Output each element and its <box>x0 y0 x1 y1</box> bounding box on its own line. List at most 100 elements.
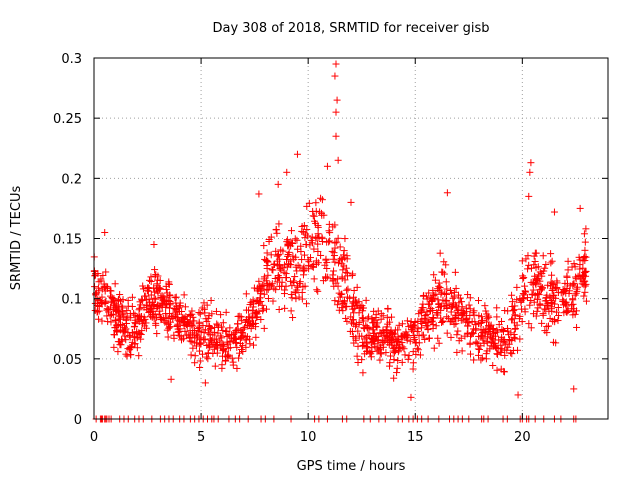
data-point <box>458 303 466 311</box>
data-point <box>156 307 164 315</box>
data-point <box>312 199 320 207</box>
data-point <box>219 327 227 335</box>
data-point <box>176 299 184 307</box>
data-point <box>572 289 580 297</box>
data-point <box>218 352 226 360</box>
data-point <box>201 336 209 344</box>
data-point <box>264 282 272 290</box>
data-point <box>111 316 119 324</box>
data-point <box>390 374 398 382</box>
data-point <box>196 357 204 365</box>
data-point <box>260 242 268 250</box>
data-point <box>547 303 555 311</box>
data-point <box>443 313 451 321</box>
data-point <box>246 335 254 343</box>
data-point <box>223 353 231 361</box>
x-tick-label: 20 <box>514 430 531 445</box>
data-point <box>348 328 356 336</box>
data-point <box>153 303 161 311</box>
data-point <box>377 350 385 358</box>
data-point <box>272 225 280 233</box>
data-point <box>214 329 222 337</box>
data-point <box>186 334 194 342</box>
data-point <box>120 313 128 321</box>
data-point <box>280 261 288 269</box>
data-point <box>153 330 161 338</box>
data-point <box>236 349 244 357</box>
peak-point <box>255 190 263 198</box>
data-point <box>278 278 286 286</box>
data-point <box>453 331 461 339</box>
data-point <box>145 301 153 309</box>
data-point <box>343 269 351 277</box>
data-point <box>352 320 360 328</box>
tick-labels: 0 5 10 15 20 0 0.05 0.1 0.15 0.2 0.25 0.3 <box>53 52 531 445</box>
data-point <box>328 247 336 255</box>
data-point <box>151 272 159 280</box>
data-point <box>287 227 295 235</box>
data-point <box>253 285 261 293</box>
data-point <box>374 307 382 315</box>
data-point <box>132 320 140 328</box>
y-tick-label: 0.3 <box>61 52 82 67</box>
data-point <box>314 247 322 255</box>
data-point <box>528 291 536 299</box>
data-point <box>364 344 372 352</box>
data-point <box>150 284 158 292</box>
data-point <box>315 233 323 241</box>
data-point <box>463 315 471 323</box>
data-point <box>310 260 318 268</box>
data-point <box>362 296 370 304</box>
data-point <box>421 335 429 343</box>
data-point <box>151 288 159 296</box>
data-point <box>428 297 436 305</box>
data-point <box>135 312 143 320</box>
data-point <box>260 305 268 313</box>
data-point <box>283 236 291 244</box>
data-point <box>284 260 292 268</box>
data-point <box>149 305 157 313</box>
data-point <box>95 307 103 315</box>
data-point <box>396 343 404 351</box>
data-point <box>118 302 126 310</box>
data-point <box>418 306 426 314</box>
data-point <box>443 285 451 293</box>
data-point <box>109 297 117 305</box>
data-point <box>447 333 455 341</box>
data-point <box>205 312 213 320</box>
data-point <box>444 314 452 322</box>
data-point <box>564 266 572 274</box>
data-point <box>110 343 118 351</box>
data-point <box>433 309 441 317</box>
data-point <box>394 357 402 365</box>
data-point <box>95 278 103 286</box>
data-point <box>279 247 287 255</box>
data-point <box>204 349 212 357</box>
data-point <box>248 320 256 328</box>
peak-point <box>570 385 578 393</box>
data-point <box>213 320 221 328</box>
data-point <box>329 223 337 231</box>
peak-point <box>514 391 522 399</box>
data-point <box>517 305 525 313</box>
data-point <box>126 344 134 352</box>
data-point <box>515 315 523 323</box>
data-point <box>487 325 495 333</box>
data-point <box>459 312 467 320</box>
data-point <box>289 240 297 248</box>
peak-point <box>332 132 340 140</box>
data-point <box>358 356 366 364</box>
data-point <box>355 332 363 340</box>
data-point <box>253 310 261 318</box>
data-point <box>130 323 138 331</box>
data-point <box>188 338 196 346</box>
data-point <box>295 293 303 301</box>
data-point <box>107 298 115 306</box>
data-point <box>563 302 571 310</box>
data-point <box>336 256 344 264</box>
data-point <box>270 260 278 268</box>
data-point <box>325 227 333 235</box>
data-point <box>580 292 588 300</box>
data-point <box>258 301 266 309</box>
data-point <box>226 324 234 332</box>
